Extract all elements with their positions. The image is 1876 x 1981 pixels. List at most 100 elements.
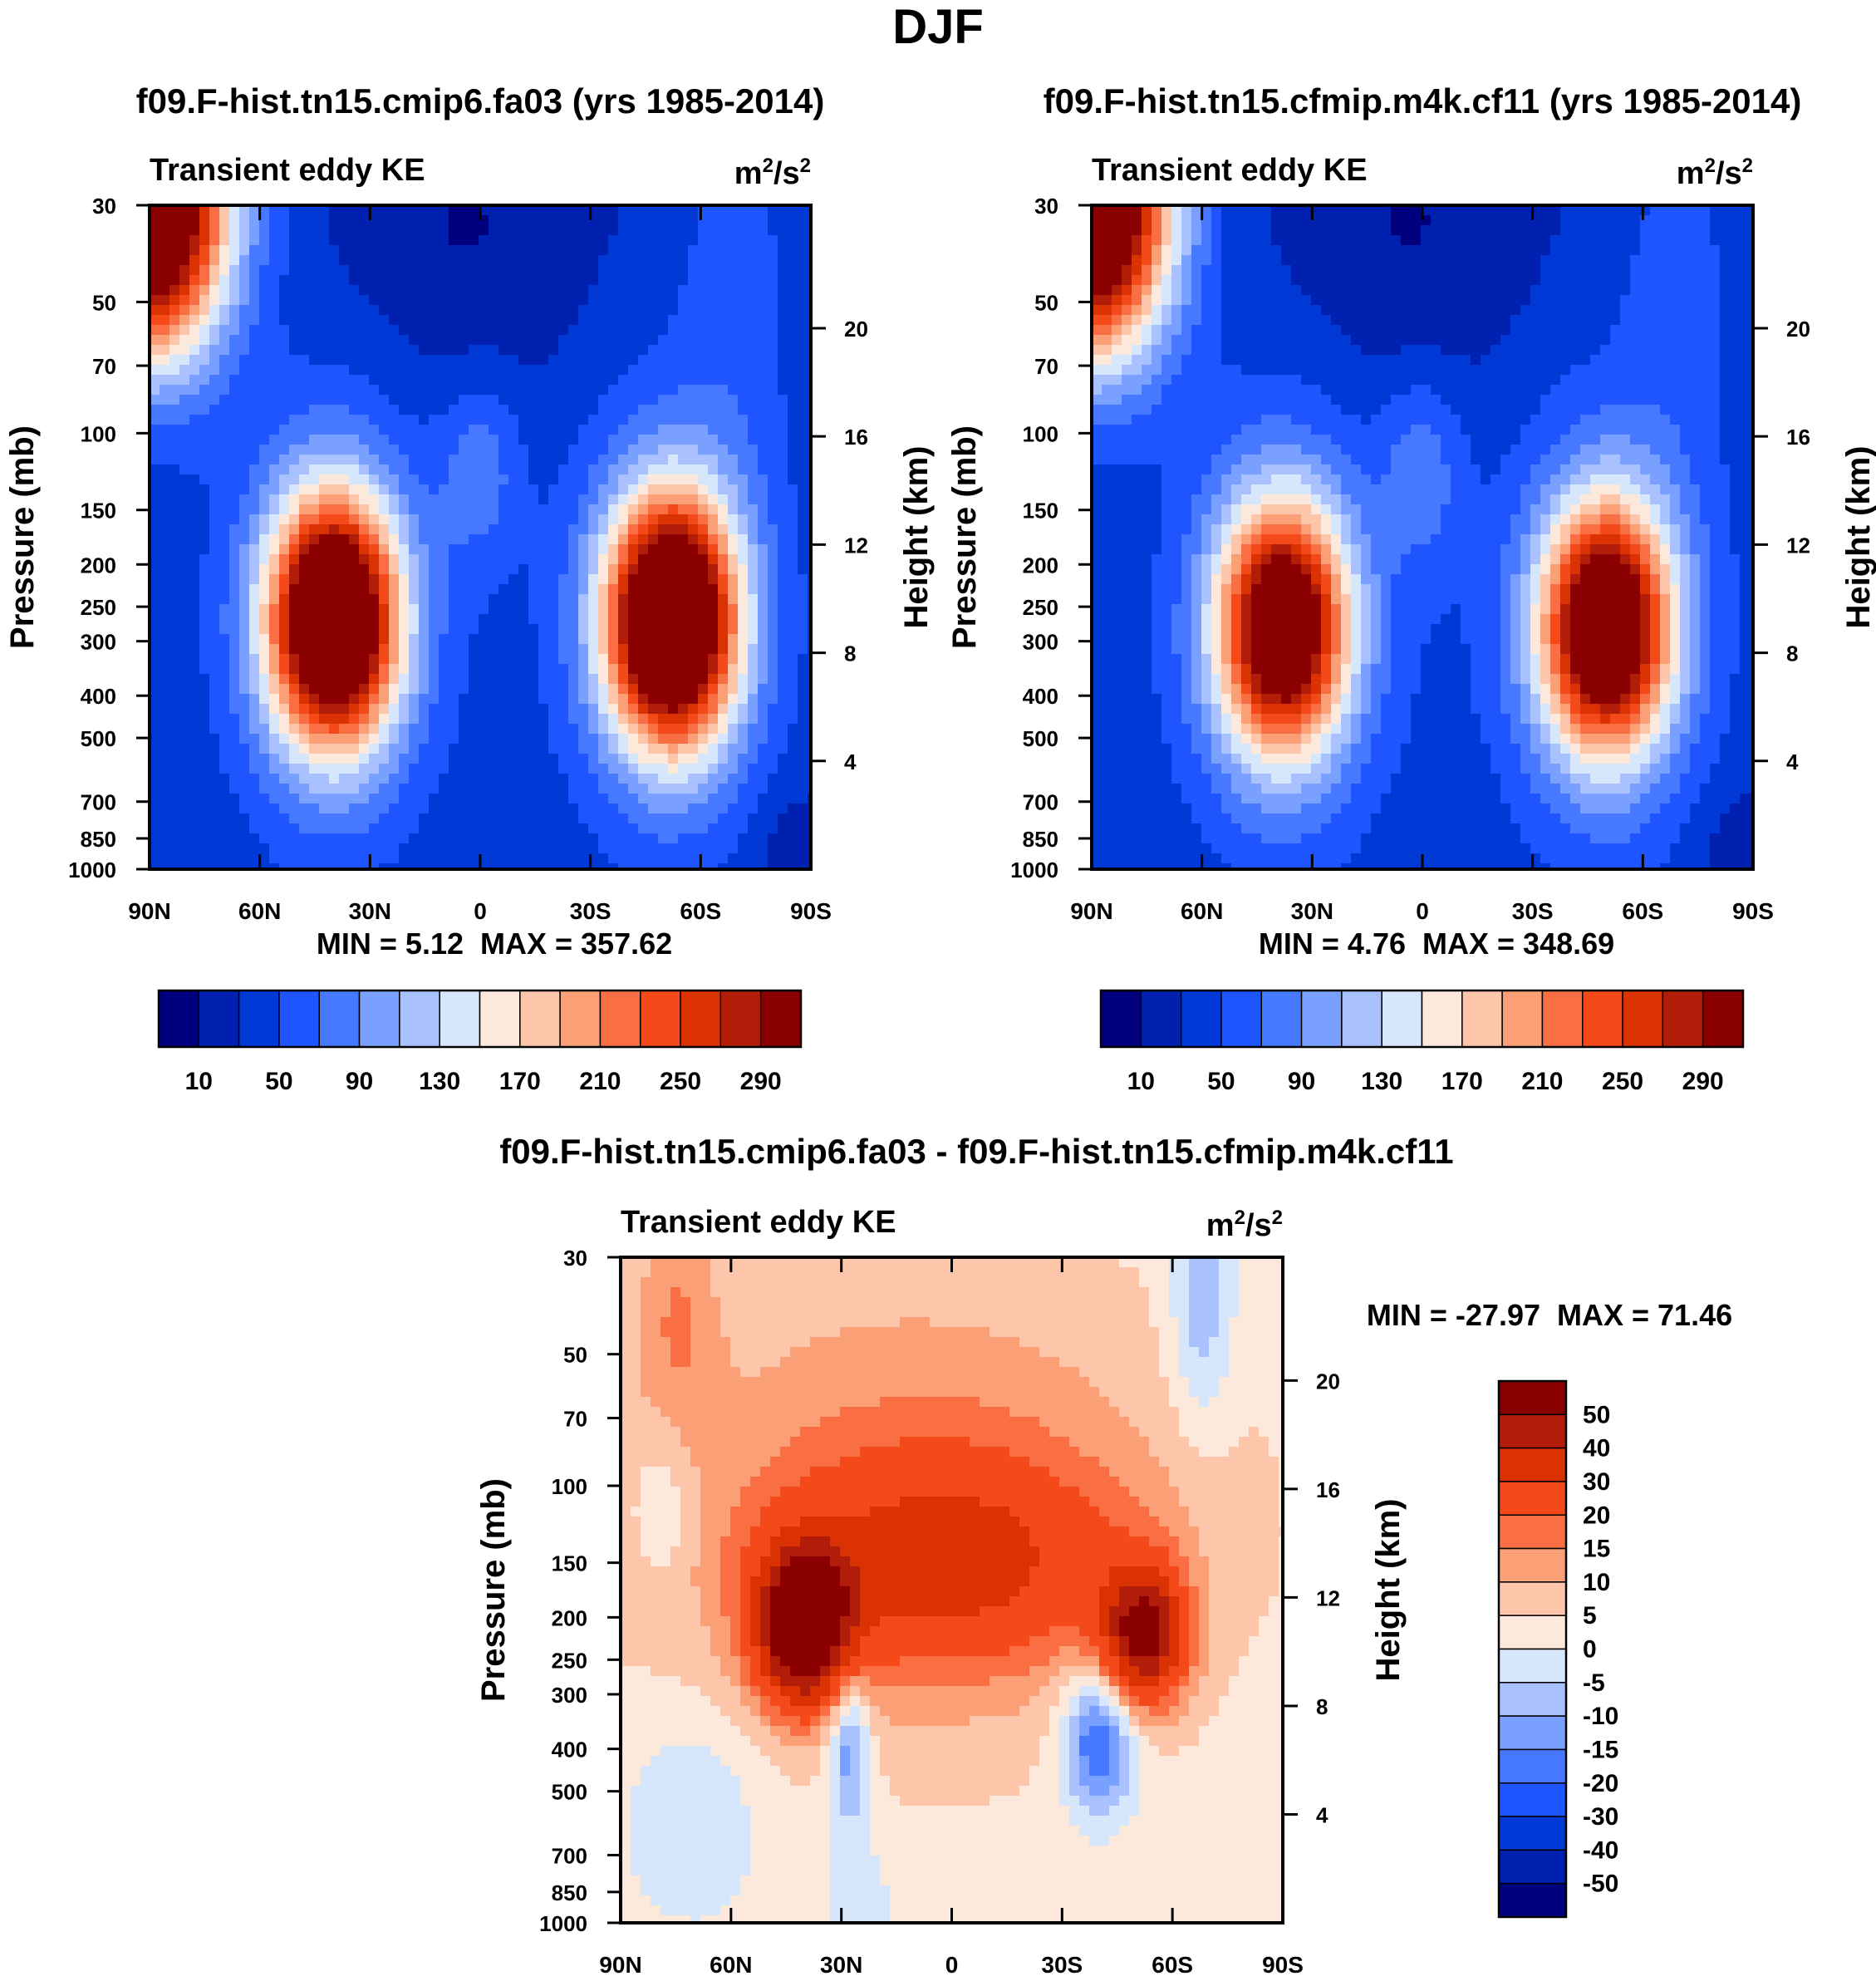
model1-field-cell [598, 405, 609, 415]
model1-field-cell [798, 714, 808, 725]
model1-field-cell [169, 654, 180, 665]
model1-field-cell [728, 345, 739, 356]
model1-field-cell [638, 784, 649, 794]
model1-field-cell [209, 534, 220, 545]
model1-field-cell [299, 574, 310, 585]
model1-field-cell [558, 684, 569, 695]
model2-field-cell [1152, 205, 1162, 216]
model2-field-cell [1092, 255, 1103, 266]
model1-field-cell [518, 255, 529, 266]
model2-field-cell [1351, 215, 1362, 226]
model1-field-cell [698, 375, 709, 386]
model1-field-cell [309, 624, 320, 635]
model1-field-cell [269, 794, 280, 804]
model1-field-cell [419, 285, 430, 296]
model1-y-tick-label: 150 [81, 499, 116, 524]
model1-field-cell [369, 704, 380, 715]
model1-field-cell [728, 365, 739, 376]
model1-field-cell [189, 754, 200, 764]
model1-field-cell [429, 245, 440, 256]
model1-field-cell [319, 654, 330, 665]
model1-field-cell [528, 684, 539, 695]
model1-field-cell [169, 455, 180, 465]
model1-field-cell [688, 614, 699, 625]
model1-field-cell [748, 804, 759, 814]
model1-field-cell [269, 255, 280, 266]
model1-field-cell [239, 494, 250, 505]
model1-field-cell [289, 784, 300, 794]
model1-field-cell [169, 514, 180, 525]
model1-field-cell [668, 504, 679, 515]
model1-field-cell [439, 465, 449, 475]
model1-field-cell [169, 305, 180, 316]
model1-field-cell [479, 405, 489, 415]
model1-field-cell [459, 445, 469, 455]
model1-field-cell [738, 225, 749, 236]
model1-field-cell [279, 415, 290, 425]
model2-field-cell [1211, 245, 1222, 256]
model1-field-cell [179, 843, 190, 854]
model1-field-cell [319, 604, 330, 615]
model1-field-cell [678, 445, 689, 455]
model1-field-cell [508, 784, 519, 794]
model1-field-cell [538, 544, 549, 555]
model1-field-cell [299, 843, 310, 854]
model1-field-cell [219, 265, 230, 276]
model1-field-cell [339, 385, 350, 396]
model1-field-cell [459, 714, 469, 725]
model1-field-cell [489, 833, 499, 844]
model1-field-cell [150, 604, 160, 615]
model1-field-cell [239, 465, 250, 475]
model1-field-cell [429, 863, 440, 869]
model1-field-cell [638, 714, 649, 725]
model1-field-cell [668, 494, 679, 505]
model1-field-cell [379, 704, 390, 715]
model1-field-cell [798, 395, 808, 406]
model1-field-cell [748, 594, 759, 605]
model2-field-cell [1341, 225, 1352, 236]
model1-field-cell [279, 474, 290, 485]
model1-field-cell [399, 325, 410, 336]
model2-field-cell [1112, 265, 1122, 276]
model1-field-cell [379, 245, 390, 256]
model2-field-cell [1181, 265, 1192, 276]
model1-field-cell [349, 365, 360, 376]
model1-field-cell [399, 335, 410, 346]
model1-field-cell [279, 744, 290, 755]
model2-field-cell [1650, 255, 1661, 266]
model1-field-cell [309, 594, 320, 605]
model1-field-cell [319, 674, 330, 685]
model1-field-cell [459, 554, 469, 565]
model1-field-cell [399, 215, 410, 226]
model1-y-tick-label: 100 [81, 421, 116, 446]
model1-field-cell [299, 814, 310, 824]
model1-field-cell [389, 853, 400, 864]
model1-field-cell [259, 265, 270, 276]
model1-field-cell [738, 794, 749, 804]
model1-field-cell [808, 425, 811, 435]
model1-field-cell [459, 664, 469, 675]
model1-field-cell [359, 774, 370, 784]
model1-field-cell [249, 215, 260, 226]
model1-field-cell [568, 823, 579, 834]
model1-field-cell [469, 724, 479, 735]
model1-field-cell [489, 634, 499, 645]
model1-field-cell [718, 814, 729, 824]
model1-field-cell [758, 724, 769, 735]
model1-field-cell [299, 205, 310, 216]
model1-field-cell [628, 774, 639, 784]
model1-field-cell [489, 644, 499, 655]
model1-field-cell [658, 594, 669, 605]
model1-field-cell [748, 345, 759, 356]
model1-field-cell [239, 395, 250, 406]
model1-field-cell [249, 455, 260, 465]
model1-field-cell [439, 445, 449, 455]
model1-field-cell [469, 853, 479, 864]
model1-field-cell [518, 305, 529, 316]
model1-field-cell [498, 794, 509, 804]
model1-field-cell [349, 305, 360, 316]
model1-field-cell [379, 604, 390, 615]
model1-field-cell [588, 524, 599, 535]
model1-field-cell [508, 504, 519, 515]
model1-field-cell [429, 494, 440, 505]
